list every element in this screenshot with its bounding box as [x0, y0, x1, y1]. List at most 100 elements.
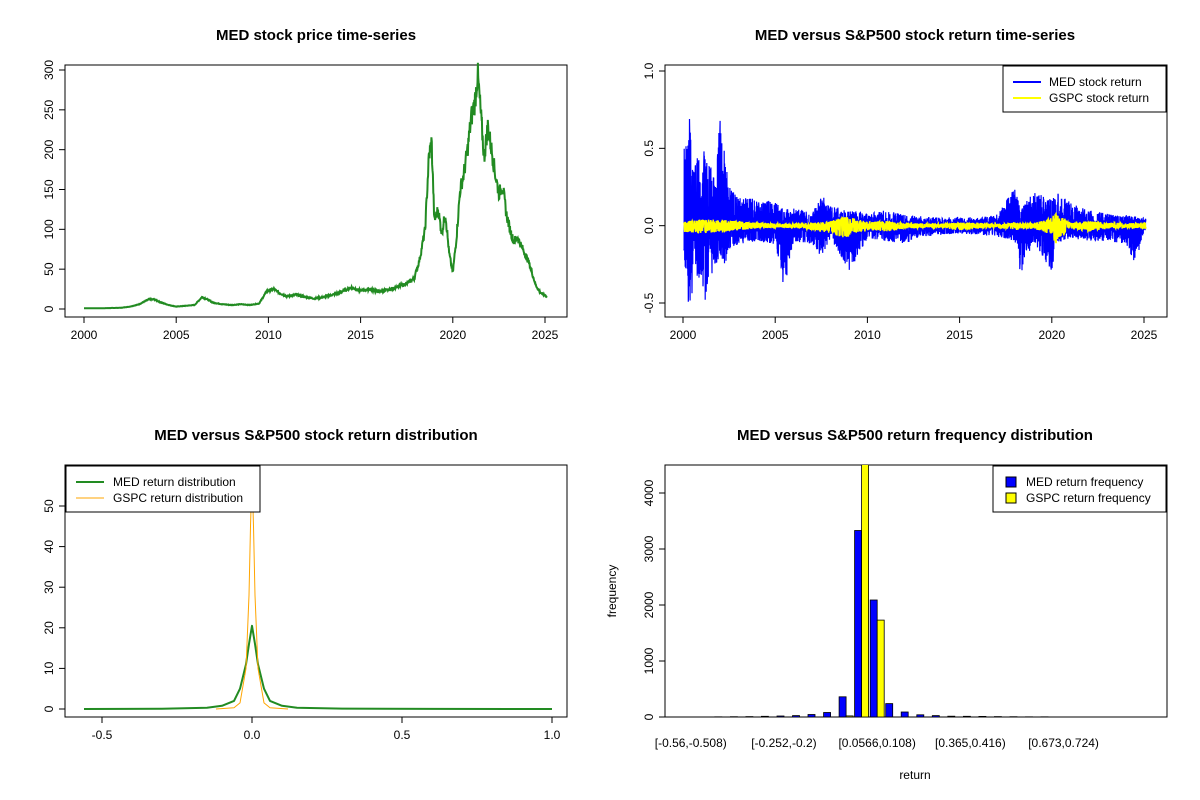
distribution-legend-box — [65, 465, 261, 513]
return-series-x-tick-label: 2025 — [1131, 328, 1158, 342]
frequency-xlabel: return — [899, 768, 930, 782]
med-frequency-bar — [1087, 716, 1095, 717]
med-density-line — [83, 624, 553, 710]
med-frequency-bar — [854, 530, 862, 717]
distribution-chart-x-tick-label: 0.0 — [244, 728, 261, 742]
distribution-chart-x-tick-label: 1.0 — [544, 728, 561, 742]
price-chart-x-tick-label: 2005 — [163, 328, 190, 342]
frequency-y-tick-label: 1000 — [642, 647, 656, 674]
med-frequency-bar — [1009, 716, 1018, 717]
med-frequency-bar — [1071, 716, 1080, 717]
med-frequency-bar — [947, 715, 956, 717]
frequency-x-tick-label: [-0.252,-0.2) — [751, 736, 816, 750]
return-series-y-tick-label: 1.0 — [642, 62, 656, 79]
med-frequency-bar — [683, 716, 692, 717]
frequency-legend: MED return frequency GSPC return frequen… — [992, 465, 1167, 513]
legend-label-gspc-distribution: GSPC return distribution — [113, 491, 243, 505]
gspc-frequency-bar — [845, 715, 854, 717]
med-return-line — [683, 118, 1147, 302]
distribution-chart-x-tick-label: -0.5 — [92, 728, 113, 742]
price-chart-y-tick-label: 50 — [42, 262, 56, 276]
frequency-ylabel: frequency — [605, 565, 619, 618]
frequency-x-tick-label: [0.365,0.416) — [935, 736, 1006, 750]
distribution-chart-title: MED versus S&P500 stock return distribut… — [154, 427, 477, 444]
frequency-x-tick-label: [0.0566,0.108) — [838, 736, 915, 750]
frequency-x-tick-label: [0.673,0.724) — [1028, 736, 1099, 750]
legend-label-med-distribution: MED return distribution — [113, 475, 236, 489]
med-frequency-bar — [931, 715, 940, 717]
distribution-chart-y-tick-label: 0 — [42, 705, 56, 712]
price-chart: MED stock price time-series 2000 2005 2010… — [42, 27, 568, 342]
med-frequency-bar — [1040, 716, 1049, 717]
med-frequency-bar — [963, 715, 971, 717]
med-frequency-bar — [978, 716, 987, 717]
return-series-x-tick-label: 2005 — [762, 328, 789, 342]
return-series-x-tick-label: 2010 — [854, 328, 881, 342]
legend-label-gspc-frequency: GSPC return frequency — [1026, 491, 1151, 505]
return-series-x-tick-label: 2020 — [1038, 328, 1065, 342]
price-chart-x-tick-label: 2010 — [255, 328, 282, 342]
med-frequency-bar — [698, 716, 707, 717]
distribution-chart-y-tick-label: 50 — [42, 499, 56, 513]
return-series-x-tick-label: 2000 — [670, 328, 697, 342]
distribution-chart-x-tick-label: 0.5 — [394, 728, 411, 742]
price-chart-y-tick-label: 0 — [42, 305, 56, 312]
return-series-x-tick-label: 2015 — [946, 328, 973, 342]
price-chart-y-tick-label: 200 — [42, 139, 56, 159]
return-series-title: MED versus S&P500 stock return time-seri… — [755, 27, 1075, 44]
distribution-chart-y-tick-label: 30 — [42, 580, 56, 594]
frequency-y-tick-label: 3000 — [642, 535, 656, 562]
legend-key-gspc-frequency — [1005, 492, 1017, 504]
legend-key-med-frequency — [1005, 476, 1017, 488]
med-frequency-bar — [885, 703, 894, 717]
frequency-chart-title: MED versus S&P500 return frequency distr… — [737, 427, 1093, 444]
frequency-legend-box — [992, 465, 1167, 513]
med-frequency-bar — [1025, 716, 1033, 717]
med-frequency-bar — [761, 715, 769, 717]
med-frequency-bar — [792, 715, 800, 717]
legend-label-med-return: MED stock return — [1049, 75, 1142, 89]
return-series-chart: MED versus S&P500 stock return time-seri… — [642, 27, 1168, 342]
price-chart-y-tick-label: 100 — [42, 219, 56, 239]
med-frequency-bar — [807, 714, 816, 717]
price-chart-x-tick-label: 2020 — [439, 328, 466, 342]
med-frequency-bar — [1102, 716, 1111, 717]
med-frequency-bar — [730, 716, 738, 717]
distribution-chart-y-tick-label: 10 — [42, 661, 56, 675]
frequency-chart: MED versus S&P500 return frequency distr… — [605, 427, 1168, 782]
gspc-frequency-bar — [861, 465, 869, 717]
price-chart-frame — [64, 64, 568, 318]
gspc-return-line — [683, 212, 1147, 244]
med-frequency-bar — [714, 716, 723, 717]
return-series-y-tick-label: 0.5 — [642, 140, 656, 157]
med-frequency-bar — [916, 714, 925, 717]
distribution-legend: MED return distribution GSPC return dist… — [65, 465, 261, 513]
med-frequency-bar — [869, 599, 878, 717]
gspc-frequency-bar — [876, 619, 885, 717]
legend-label-med-frequency: MED return frequency — [1026, 475, 1143, 489]
price-chart-x-tick-label: 2015 — [347, 328, 374, 342]
frequency-y-tick-label: 2000 — [642, 591, 656, 618]
return-series-legend-box — [1002, 65, 1167, 113]
med-frequency-bar — [838, 696, 847, 717]
price-chart-y-tick-label: 250 — [42, 100, 56, 120]
frequency-x-tick-label: [-0.56,-0.508) — [655, 736, 727, 750]
distribution-chart-y-tick-label: 20 — [42, 621, 56, 635]
price-chart-x-tick-label: 2000 — [71, 328, 98, 342]
legend-label-gspc-return: GSPC stock return — [1049, 91, 1149, 105]
price-chart-y-tick-label: 150 — [42, 179, 56, 199]
frequency-y-tick-label: 4000 — [642, 479, 656, 506]
med-frequency-bar — [823, 712, 831, 717]
return-series-y-tick-label: 0.0 — [642, 217, 656, 234]
price-chart-x-tick-label: 2025 — [532, 328, 559, 342]
med-frequency-bar — [1118, 716, 1127, 717]
med-frequency-bar — [776, 715, 785, 717]
price-chart-y-tick-label: 300 — [42, 60, 56, 80]
price-series-line — [84, 62, 548, 310]
return-series-y-tick-label: -0.5 — [642, 292, 656, 313]
med-frequency-bar — [1056, 716, 1064, 717]
distribution-chart: MED versus S&P500 stock return distribut… — [42, 427, 568, 742]
med-frequency-bar — [900, 711, 909, 717]
frequency-y-tick-label: 0 — [642, 713, 656, 720]
